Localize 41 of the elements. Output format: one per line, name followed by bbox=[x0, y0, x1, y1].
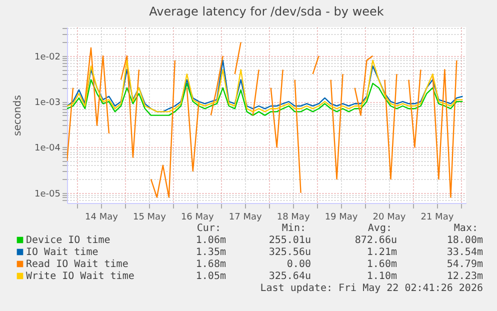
text: 54.79m bbox=[446, 259, 483, 270]
text: 325.64u bbox=[268, 271, 311, 282]
text: 1.60m bbox=[366, 259, 397, 270]
x-tick-label: 16 May bbox=[180, 212, 215, 222]
text: Min: bbox=[282, 223, 306, 234]
text: Avg: bbox=[368, 223, 392, 234]
x-tick-label: 14 May bbox=[85, 212, 119, 222]
text: 872.66u bbox=[354, 235, 397, 246]
chart-title: Average latency for /dev/sda - by week bbox=[149, 4, 384, 18]
x-tick-label: 21 May bbox=[420, 212, 454, 222]
text: 12.23m bbox=[446, 271, 483, 282]
y-tick-label: 1e-02 bbox=[34, 52, 60, 62]
text: 1.06m bbox=[196, 235, 226, 246]
y-tick-label: 1e-05 bbox=[34, 189, 60, 200]
text: 1.68m bbox=[196, 259, 226, 270]
line-series bbox=[67, 79, 464, 116]
text: Last update: Fri May 22 02:41:26 2026 bbox=[260, 283, 483, 294]
text: 1.35m bbox=[196, 247, 226, 258]
legend-label: Device IO time bbox=[26, 235, 110, 246]
x-tick-label: 18 May bbox=[276, 212, 310, 222]
x-tick-label: 20 May bbox=[372, 212, 406, 222]
y-axis-title: seconds bbox=[12, 95, 24, 136]
x-tick-label: 19 May bbox=[324, 212, 358, 222]
x-tick-label: 17 May bbox=[228, 212, 262, 222]
text: 325.56u bbox=[268, 247, 311, 258]
legend-label: IO Wait time bbox=[26, 247, 98, 258]
line-series bbox=[67, 60, 464, 112]
text: 1.10m bbox=[366, 271, 397, 282]
legend-label: Read IO Wait time bbox=[26, 259, 128, 270]
text: 0.00 bbox=[286, 259, 311, 270]
text: 18.00m bbox=[446, 235, 483, 246]
text: Cur: bbox=[196, 223, 221, 234]
y-tick-label: 1e-03 bbox=[34, 98, 60, 108]
x-tick-label: 15 May bbox=[132, 212, 167, 222]
y-tick-label: 1e-04 bbox=[34, 144, 61, 154]
text: 255.01u bbox=[268, 235, 311, 246]
legend-label: Write IO Wait time bbox=[26, 271, 134, 282]
text: 1.21m bbox=[366, 247, 397, 258]
text: Max: bbox=[454, 223, 478, 234]
text: 33.54m bbox=[446, 247, 483, 258]
text: 1.05m bbox=[196, 271, 226, 282]
